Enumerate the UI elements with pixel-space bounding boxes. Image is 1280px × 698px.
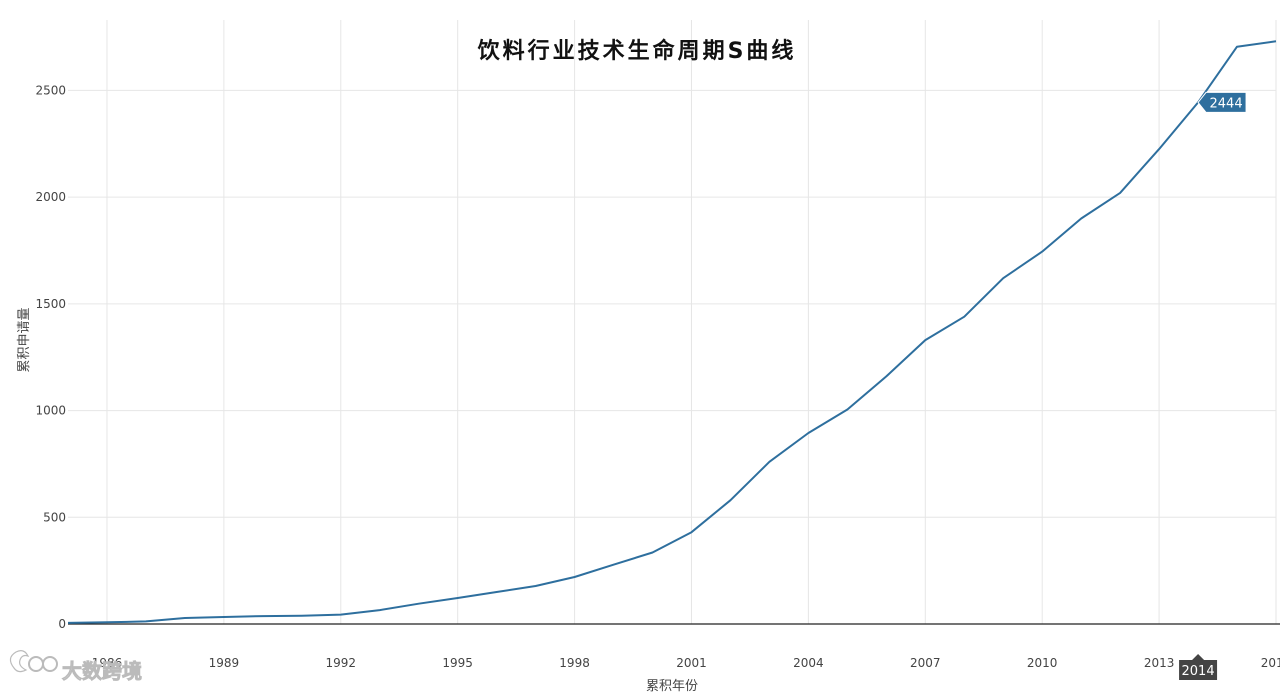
- x-axis-title: 累积年份: [646, 679, 698, 694]
- hover-value-label: 2444: [1210, 96, 1243, 111]
- series-layer: [67, 40, 1277, 624]
- hover-x-label: 2014: [1182, 664, 1215, 679]
- x-tick-label: 2010: [1027, 656, 1058, 670]
- hover-x-tooltip: [1179, 654, 1218, 680]
- x-tick-labels: 1986 1989 1992 1995 1998 2001 2004 2007 2010 2013…: [92, 656, 1280, 670]
- x-tick-label: 2016: [1261, 656, 1280, 670]
- x-tick-label: 1998: [559, 656, 590, 670]
- hover-value-tooltip: [1197, 91, 1247, 113]
- y-tick-label: 2500: [35, 83, 66, 97]
- chart-title: 饮料行业技术生命周期S曲线: [477, 38, 797, 64]
- watermark: 大数跨境: [9, 650, 142, 683]
- x-tick-label: 2013: [1144, 656, 1175, 670]
- y-tick-label: 500: [43, 510, 66, 524]
- y-tick-label: 0: [58, 617, 66, 631]
- y-tick-label: 2000: [35, 190, 66, 204]
- grid-layer: [68, 20, 1277, 624]
- x-tick-label: 2001: [676, 656, 707, 670]
- x-tick-label: 1995: [442, 656, 473, 670]
- x-tick-label: 2007: [910, 656, 941, 670]
- x-tick-label: 1989: [209, 656, 240, 670]
- y-tick-label: 1000: [35, 404, 66, 418]
- y-tick-label: 1500: [35, 297, 66, 311]
- hover-layer: 2444 2014: [1179, 91, 1247, 680]
- x-tick-label: 1986: [92, 656, 123, 670]
- series-line: [67, 40, 1277, 624]
- brand-logo-icon: [9, 650, 58, 673]
- x-tick-label: 1992: [326, 656, 357, 670]
- y-axis-title: 累积申请量: [17, 307, 32, 372]
- y-tick-labels: 0 500 1000 1500 2000 2500: [35, 83, 66, 631]
- watermark-text: 大数跨境: [62, 659, 142, 683]
- x-tick-label: 2004: [793, 656, 824, 670]
